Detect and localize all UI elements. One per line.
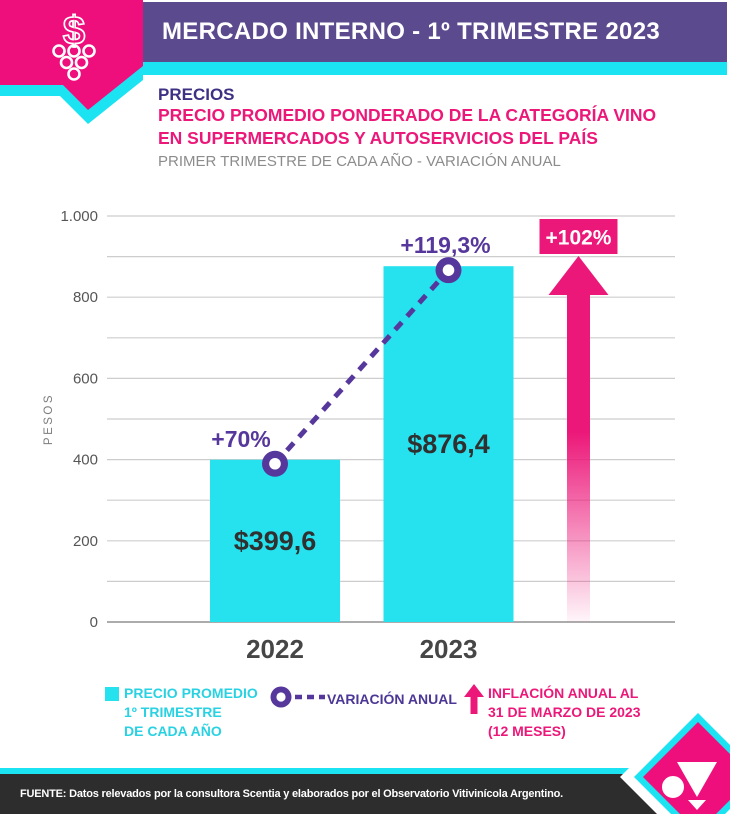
y-axis-title: PESOS xyxy=(43,393,55,445)
variation-marker-hole xyxy=(269,457,281,470)
footer-accent-stripe xyxy=(0,768,730,774)
chart-subtitle: PRIMER TRIMESTRE DE CADA AÑO - VARIACIÓN… xyxy=(158,153,561,170)
y-tick-label: 0 xyxy=(90,614,98,631)
inflation-label-box xyxy=(539,219,618,254)
bar-value-label: $876,4 xyxy=(407,429,490,459)
chart-headline: PRECIO PROMEDIO PONDERADO DE LA CATEGORÍ… xyxy=(158,104,656,150)
legend-item-variation: VARIACIÓN ANUAL xyxy=(327,691,457,707)
legend-up-arrow-icon xyxy=(464,684,484,714)
legend-ring-dash-icon xyxy=(270,686,325,708)
bar-2022 xyxy=(210,459,340,622)
y-tick-label: 600 xyxy=(73,370,98,387)
inflation-arrow-shaft xyxy=(567,293,590,622)
variation-label: +70% xyxy=(211,426,270,452)
bar-2023 xyxy=(383,266,514,622)
legend-line: INFLACIÓN ANUAL AL xyxy=(488,685,639,701)
y-tick-label: 800 xyxy=(73,289,98,306)
dollar-grape-icon: $ xyxy=(52,8,96,81)
svg-text:$: $ xyxy=(63,9,85,53)
legend-item-inflation: INFLACIÓN ANUAL AL 31 DE MARZO DE 2023 (… xyxy=(488,684,641,741)
legend-line: 31 DE MARZO DE 2023 xyxy=(488,704,641,720)
legend-line: 1º TRIMESTRE xyxy=(124,704,222,720)
variation-label: +119,3% xyxy=(400,232,490,258)
legend-line: PRECIO PROMEDIO xyxy=(124,685,258,701)
source-note: FUENTE: Datos relevados por la consultor… xyxy=(20,788,563,800)
category-label: 2022 xyxy=(246,634,304,664)
variation-connector xyxy=(273,268,451,466)
y-tick-label: 200 xyxy=(73,533,98,550)
category-label: 2023 xyxy=(420,634,478,664)
inflation-label: +102% xyxy=(546,227,612,250)
footer-bar xyxy=(0,774,730,814)
observatory-logo xyxy=(620,699,730,814)
wine-glass-icon xyxy=(659,762,717,810)
bar-value-label: $399,6 xyxy=(234,526,317,556)
headline-line-1: PRECIO PROMEDIO PONDERADO DE LA CATEGORÍ… xyxy=(158,105,657,125)
legend-bar-swatch xyxy=(105,687,119,701)
legend-item-average-price: PRECIO PROMEDIO 1º TRIMESTRE DE CADA AÑO xyxy=(124,684,258,741)
y-tick-label: 400 xyxy=(73,452,98,469)
header-accent-stripe xyxy=(0,62,727,75)
headline-line-2: EN SUPERMERCADOS Y AUTOSERVICIOS DEL PAÍ… xyxy=(158,128,598,148)
section-label: PRECIOS xyxy=(158,85,235,104)
page-title: MERCADO INTERNO - 1º TRIMESTRE 2023 xyxy=(162,18,660,45)
money-grape-banner: $ xyxy=(0,0,143,124)
legend-line: DE CADA AÑO xyxy=(124,723,222,739)
y-tick-label: 1.000 xyxy=(60,208,98,225)
variation-marker-hole xyxy=(442,264,455,276)
legend-line: (12 MESES) xyxy=(488,723,566,739)
inflation-arrow-head xyxy=(548,256,609,295)
